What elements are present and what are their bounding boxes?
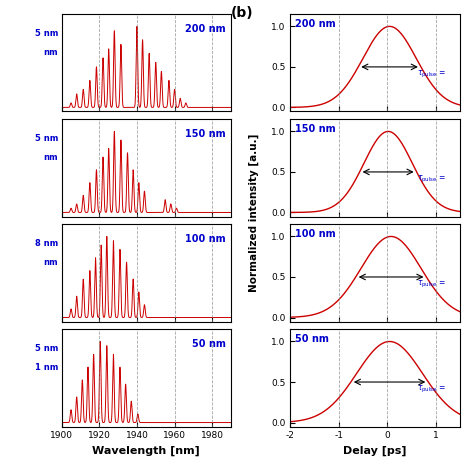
Text: 5 nm: 5 nm <box>35 29 58 38</box>
Text: nm: nm <box>44 258 58 267</box>
Text: $\tau_{\rm pulse}$ =: $\tau_{\rm pulse}$ = <box>418 384 447 395</box>
Text: Normalized intensity [a.u.]: Normalized intensity [a.u.] <box>248 134 259 292</box>
Text: 100 nm: 100 nm <box>295 229 336 239</box>
Text: 200 nm: 200 nm <box>185 24 226 34</box>
Text: nm: nm <box>44 153 58 162</box>
Text: (b): (b) <box>231 7 254 20</box>
X-axis label: Wavelength [nm]: Wavelength [nm] <box>92 446 200 456</box>
Text: nm: nm <box>44 48 58 57</box>
Text: 150 nm: 150 nm <box>295 124 336 134</box>
Text: 100 nm: 100 nm <box>185 234 226 244</box>
Text: 5 nm: 5 nm <box>35 134 58 143</box>
Text: 50 nm: 50 nm <box>295 334 329 344</box>
Text: 50 nm: 50 nm <box>192 339 226 349</box>
Text: 150 nm: 150 nm <box>185 129 226 139</box>
Text: 8 nm: 8 nm <box>35 239 58 248</box>
Text: $\tau_{\rm pulse}$ =: $\tau_{\rm pulse}$ = <box>418 174 447 185</box>
Text: 200 nm: 200 nm <box>295 19 336 29</box>
Text: 5 nm: 5 nm <box>35 344 58 353</box>
X-axis label: Delay [ps]: Delay [ps] <box>343 446 407 456</box>
Text: $\tau_{\rm pulse}$ =: $\tau_{\rm pulse}$ = <box>418 279 447 290</box>
Text: $\tau_{\rm pulse}$ =: $\tau_{\rm pulse}$ = <box>418 69 447 80</box>
Text: 1 nm: 1 nm <box>35 364 58 373</box>
